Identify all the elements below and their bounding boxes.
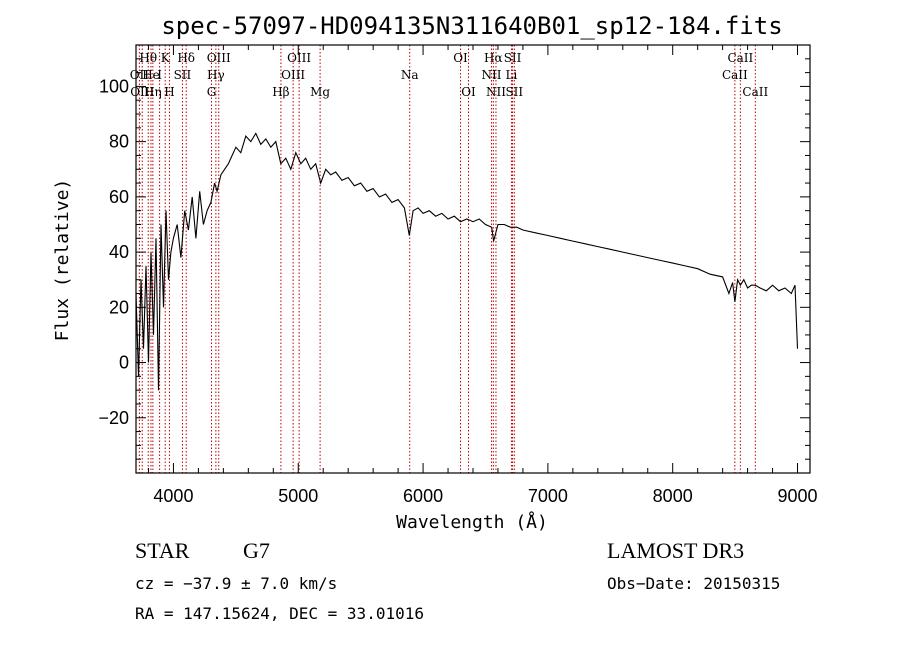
spectral-line-label: OIII [281,68,305,82]
spectral-line-label: SII [504,51,522,65]
x-tick-label: 7000 [528,486,568,506]
x-tick-label: 5000 [278,486,318,506]
survey-name: LAMOST DR3 [607,538,744,563]
spectral-line-label: SII [174,68,192,82]
spectral-line-label: He [142,68,160,82]
x-tick-label: 6000 [403,486,443,506]
spectral-line-markers [138,45,756,473]
y-tick-label: 80 [109,132,129,152]
object-class: STAR [135,538,190,563]
plot-frame [135,44,811,474]
spectral-line-label: OI [453,51,468,65]
x-axis-label: Wavelength (Å) [396,511,548,533]
y-axis-ticks: −20 0 20 40 60 80 100 [98,44,810,460]
spectral-line-label: SII [505,85,523,99]
spectral-line-label: NII [481,68,501,82]
spectral-line-label: I [157,68,162,82]
y-tick-label: 100 [99,76,129,96]
spectral-line-label: K [161,51,171,65]
spectral-line-label: Li [506,68,518,82]
spectral-line-label: NII [486,85,506,99]
spectral-line-label: OIII [287,51,311,65]
spectral-line-label: G [207,85,217,99]
spectral-line-label: CaII [722,68,748,82]
observation-date: Obs−Date: 20150315 [607,574,780,593]
spectral-line-label: Hθ [139,51,157,65]
y-tick-label: 40 [109,242,129,262]
spectral-line-label: Hα [484,51,503,65]
y-axis-label: Flux (relative) [52,179,73,342]
object-subclass: G7 [243,538,270,563]
spectral-line-label: OII [130,68,150,82]
spectral-line-label: Hγ [207,68,225,82]
spectral-line-label: H [164,85,174,99]
spectral-line-label: OI [461,85,476,99]
spectral-line-label: Hβ [272,85,289,99]
x-tick-label: 8000 [653,486,693,506]
y-tick-label: 0 [119,353,129,373]
sky-coordinates: RA = 147.15624, DEC = 33.01016 [135,604,424,623]
spectrum-series-line [135,132,799,391]
spectral-line-label: Hδ [177,51,195,65]
spectral-line-label: Hη [144,85,162,99]
spectral-line-label: Mg [310,85,330,99]
spectral-line-label: OIII [207,51,231,65]
spectral-line-label: CaII [727,51,753,65]
spectral-line-label: CaII [742,85,768,99]
x-tick-label: 4000 [153,486,193,506]
spectral-line-label: Na [401,68,419,82]
x-axis-ticks: 4000 5000 6000 7000 8000 9000 [147,45,818,506]
chart-title: spec-57097-HD094135N311640B01_sp12-184.f… [161,12,782,40]
x-tick-label: 9000 [777,486,817,506]
y-tick-label: 60 [109,187,129,207]
y-tick-label: −20 [98,408,129,428]
y-tick-label: 20 [109,297,129,317]
redshift-velocity: cz = −37.9 ± 7.0 km/s [135,574,337,593]
